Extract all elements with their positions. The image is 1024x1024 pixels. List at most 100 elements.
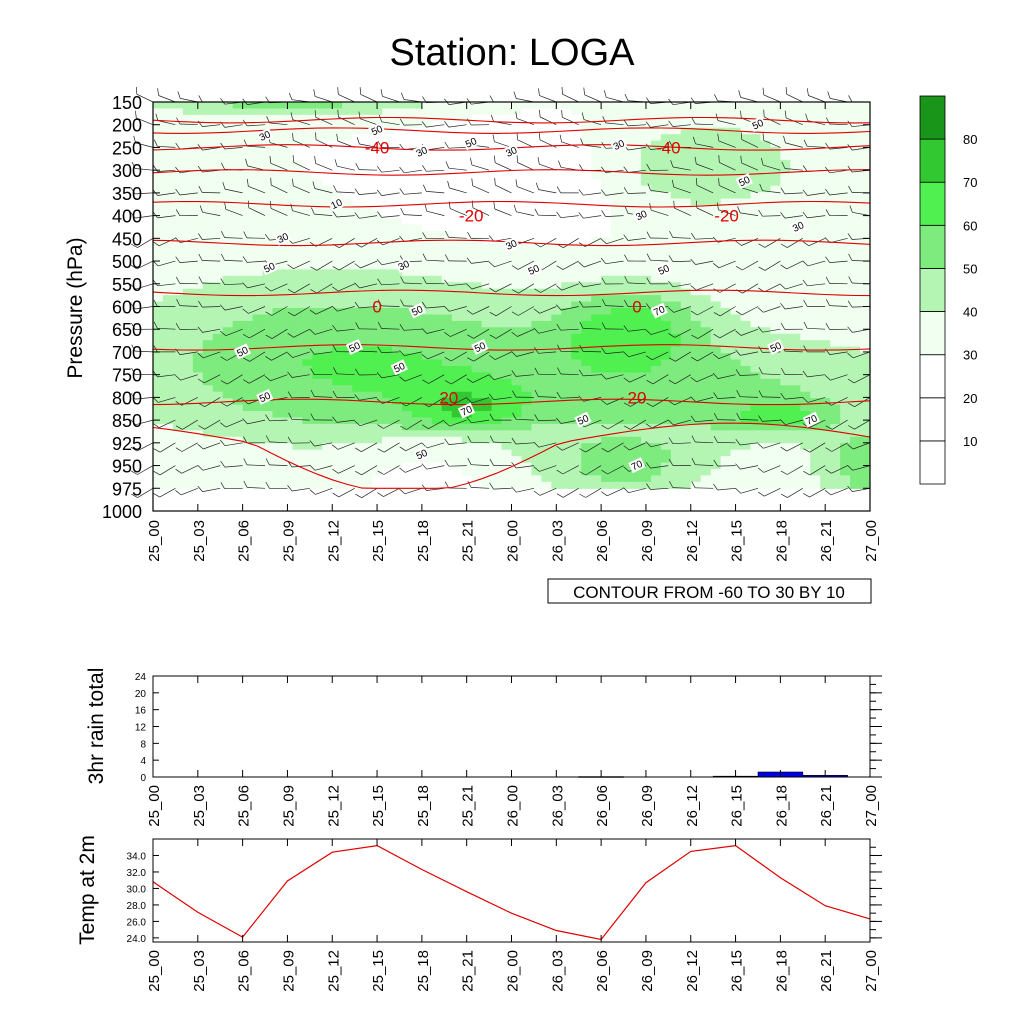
shade-cell: [501, 295, 513, 303]
shade-cell: [411, 198, 423, 206]
shade-cell: [292, 256, 303, 264]
shade-cell: [312, 237, 323, 245]
wind-barb-flag: [130, 419, 136, 425]
shade-cell: [511, 134, 523, 142]
shade-cell: [292, 230, 303, 238]
shade-cell: [830, 153, 841, 161]
shade-cell: [282, 314, 294, 322]
shade-cell: [182, 121, 194, 129]
shade-cell: [372, 159, 383, 167]
shade-cell: [282, 127, 294, 135]
shade-cell: [720, 102, 732, 110]
shade-cell: [222, 346, 234, 354]
wind-barb: [448, 167, 467, 171]
shade-cell: [461, 114, 473, 122]
shade-cell: [272, 166, 284, 174]
wind-barb: [157, 192, 176, 196]
shade-cell: [551, 436, 562, 444]
shade-cell: [332, 462, 343, 470]
shade-cell: [571, 269, 582, 277]
wind-barb: [247, 419, 266, 425]
shade-cell: [730, 333, 742, 341]
shade-cell: [680, 217, 692, 225]
shade-cell: [730, 462, 742, 470]
shade-cell: [242, 256, 254, 264]
shade-cell: [172, 462, 184, 470]
shade-cell: [461, 217, 473, 225]
shade-cell: [182, 172, 194, 180]
shade-cell: [272, 159, 284, 167]
shade-cell: [650, 153, 662, 161]
shade-cell: [680, 243, 692, 251]
shade-cell: [392, 275, 403, 283]
shade-cell: [322, 378, 333, 386]
shade-cell: [242, 102, 254, 110]
shade-cell: [282, 295, 294, 303]
wind-barb-flag: [466, 397, 473, 404]
shade-cell: [780, 269, 791, 277]
shade-cell: [182, 127, 194, 135]
shade-cell: [650, 211, 662, 219]
shade-cell: [501, 378, 513, 386]
shade-cell: [571, 262, 582, 270]
shade-cell: [362, 295, 373, 303]
shade-cell: [282, 114, 294, 122]
shade-cell: [730, 411, 742, 419]
shade-cell: [621, 121, 632, 129]
shade-cell: [830, 192, 841, 200]
wind-barb-flag: [466, 309, 474, 315]
shade-cell: [680, 372, 692, 380]
shade-cell: [850, 417, 861, 425]
shade-cell: [511, 411, 523, 419]
shade-cell: [451, 153, 463, 161]
wind-barb-flag: [198, 300, 203, 308]
shade-cell: [382, 153, 393, 161]
shade-cell: [850, 262, 861, 270]
shade-cell: [790, 102, 801, 110]
shade-cell: [820, 211, 831, 219]
shade-cell: [860, 250, 871, 258]
shade-cell: [222, 372, 234, 380]
wind-barb-flag: [198, 276, 203, 284]
shade-cell: [272, 250, 284, 258]
shade-cell: [421, 462, 433, 470]
shade-cell: [581, 127, 592, 135]
shade-cell: [491, 192, 503, 200]
wind-barb: [293, 161, 310, 171]
shade-cell: [491, 391, 503, 399]
shade-cell: [401, 481, 413, 489]
shade-cell: [860, 295, 871, 303]
shade-cell: [431, 346, 443, 354]
shade-cell: [352, 481, 363, 489]
shade-cell: [521, 172, 533, 180]
wind-barb: [224, 260, 243, 262]
shade-cell: [601, 340, 612, 348]
shade-cell: [601, 423, 612, 431]
shade-cell: [411, 468, 423, 476]
shade-cell: [202, 436, 214, 444]
shade-cell: [322, 269, 333, 277]
shade-cell: [491, 404, 503, 412]
shade-cell: [481, 192, 493, 200]
shade-cell: [461, 256, 473, 264]
shade-cell: [481, 468, 493, 476]
shade-cell: [451, 346, 463, 354]
shade-cell: [352, 391, 363, 399]
shade-cell: [730, 243, 742, 251]
shade-cell: [770, 295, 781, 303]
shade-cell: [770, 391, 781, 399]
shade-cell: [272, 359, 284, 367]
shade-cell: [421, 140, 433, 148]
shade-cell: [252, 333, 264, 341]
shade-cell: [441, 333, 453, 341]
wind-barb-flag: [489, 311, 497, 317]
shade-cell: [720, 114, 732, 122]
shade-cell: [601, 456, 612, 464]
shade-cell: [302, 295, 313, 303]
wind-barb: [225, 328, 243, 337]
shade-cell: [810, 185, 821, 193]
shade-cell: [621, 443, 632, 451]
shade-cell: [212, 333, 224, 341]
wind-barb-flag: [376, 398, 383, 404]
wind-barb: [495, 328, 512, 339]
